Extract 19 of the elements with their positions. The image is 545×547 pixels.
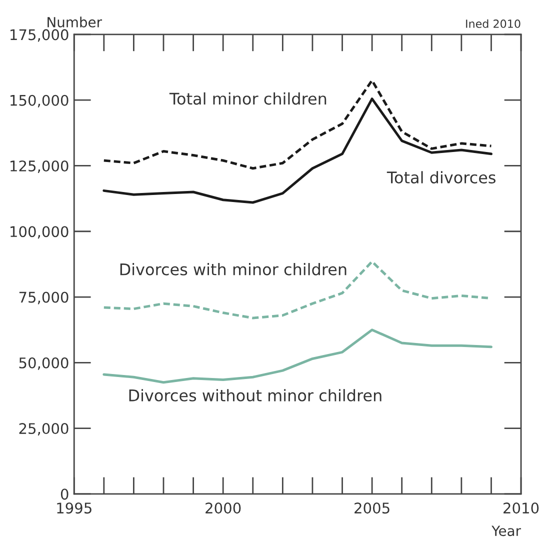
y-tick-label: 125,000	[10, 160, 68, 173]
y-tick-label: 100,000	[10, 226, 68, 239]
y-tick-label: 0	[60, 488, 68, 500]
y-tick-label: 50,000	[19, 357, 68, 370]
series-label: Divorces without minor children	[129, 389, 382, 402]
y-tick-label: 75,000	[19, 292, 68, 304]
series-label: Total minor children	[169, 92, 326, 105]
x-tick-label: 2000	[206, 502, 241, 514]
y-axis-title: Number	[48, 16, 102, 28]
x-axis-title: Year	[492, 526, 522, 536]
y-tick-label: 150,000	[10, 94, 68, 108]
series-label: Total divorces	[386, 171, 496, 184]
y-tick-label: 175,000	[10, 29, 68, 42]
x-tick-label: 1995	[57, 502, 92, 514]
series-label: Divorces with minor children	[120, 263, 346, 276]
x-tick-label: 2005	[354, 502, 390, 514]
x-tick-label: 2010	[504, 502, 539, 514]
text: Ined 2010	[466, 19, 520, 28]
y-tick-label: 25,000	[19, 423, 68, 436]
